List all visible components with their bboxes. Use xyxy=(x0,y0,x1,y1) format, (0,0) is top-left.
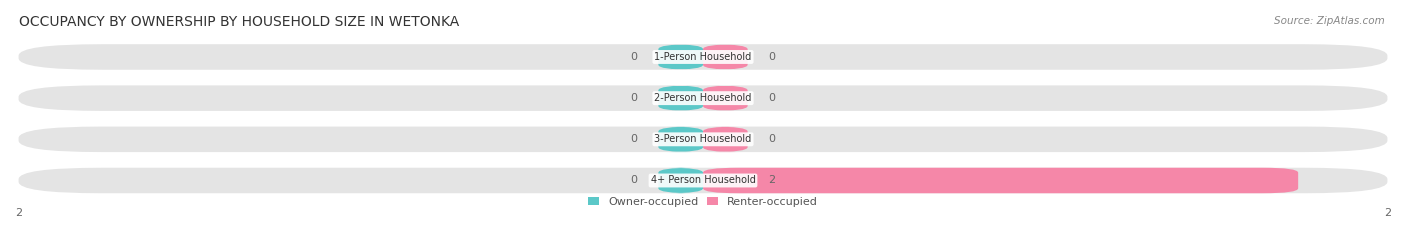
FancyBboxPatch shape xyxy=(703,168,1298,193)
Text: 0: 0 xyxy=(630,52,637,62)
FancyBboxPatch shape xyxy=(658,127,703,152)
FancyBboxPatch shape xyxy=(658,44,703,70)
FancyBboxPatch shape xyxy=(18,127,1388,152)
FancyBboxPatch shape xyxy=(658,168,703,193)
FancyBboxPatch shape xyxy=(18,168,1388,193)
FancyBboxPatch shape xyxy=(658,85,703,111)
Text: 0: 0 xyxy=(630,93,637,103)
Text: 4+ Person Household: 4+ Person Household xyxy=(651,175,755,185)
Legend: Owner-occupied, Renter-occupied: Owner-occupied, Renter-occupied xyxy=(583,192,823,211)
FancyBboxPatch shape xyxy=(703,85,748,111)
FancyBboxPatch shape xyxy=(703,127,748,152)
Text: 2: 2 xyxy=(769,175,776,185)
FancyBboxPatch shape xyxy=(703,44,748,70)
Text: 0: 0 xyxy=(630,175,637,185)
Text: OCCUPANCY BY OWNERSHIP BY HOUSEHOLD SIZE IN WETONKA: OCCUPANCY BY OWNERSHIP BY HOUSEHOLD SIZE… xyxy=(18,15,458,29)
FancyBboxPatch shape xyxy=(18,44,1388,70)
Text: Source: ZipAtlas.com: Source: ZipAtlas.com xyxy=(1274,16,1385,26)
Text: 0: 0 xyxy=(769,52,776,62)
Text: 1-Person Household: 1-Person Household xyxy=(654,52,752,62)
Text: 0: 0 xyxy=(769,134,776,144)
Text: 0: 0 xyxy=(630,134,637,144)
Text: 0: 0 xyxy=(769,93,776,103)
FancyBboxPatch shape xyxy=(18,85,1388,111)
Text: 2-Person Household: 2-Person Household xyxy=(654,93,752,103)
Text: 3-Person Household: 3-Person Household xyxy=(654,134,752,144)
